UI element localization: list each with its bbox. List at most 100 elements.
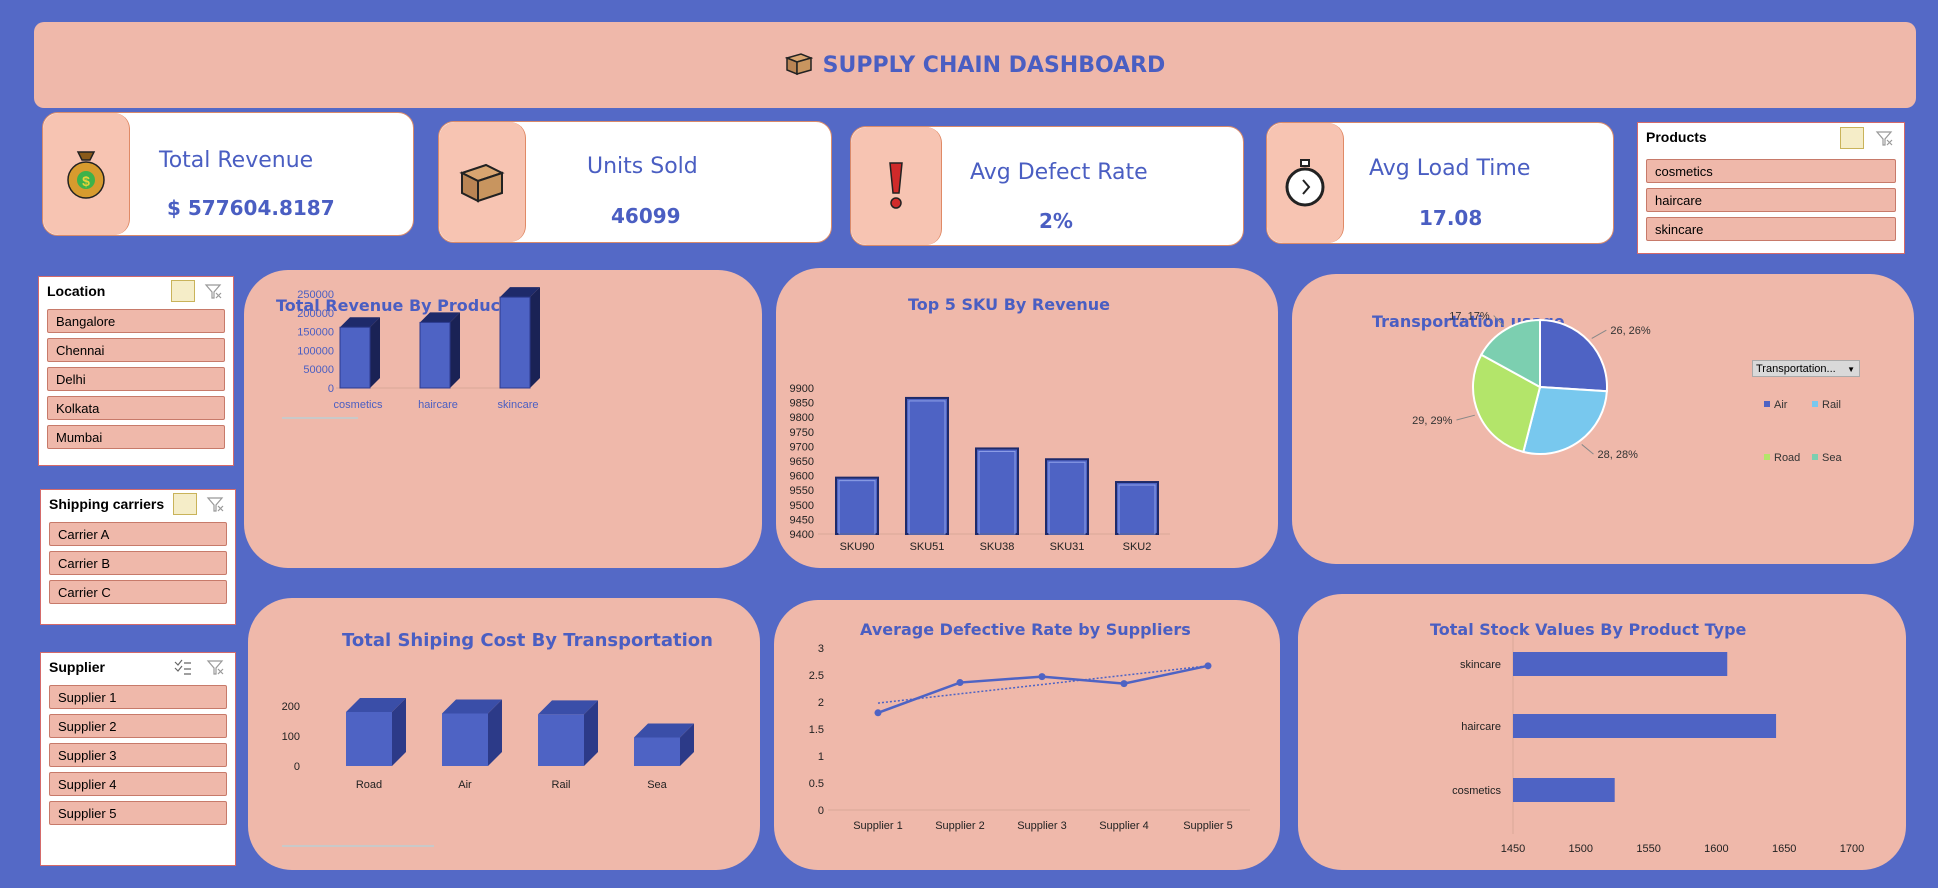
x-tick-label: SKU2 xyxy=(1123,541,1152,553)
x-tick-label: cosmetics xyxy=(334,399,383,411)
y-tick-label: 3 xyxy=(818,643,824,655)
clear-filter-icon[interactable] xyxy=(1874,128,1894,148)
x-tick-label: 1500 xyxy=(1569,843,1593,855)
kpi-value: 17.08 xyxy=(1419,206,1483,230)
x-tick-label: SKU90 xyxy=(840,541,875,553)
slicer-item-supplier-5[interactable]: Supplier 5 xyxy=(49,801,227,825)
legend-swatch xyxy=(1764,401,1770,407)
chart-panel-stock-by-product: Total Stock Values By Product Type 1450 1… xyxy=(1298,594,1906,870)
exclamation-icon xyxy=(851,127,942,245)
slicer-item-delhi[interactable]: Delhi xyxy=(47,367,225,391)
transportation-filter-dropdown[interactable]: Transportation... ▼ xyxy=(1752,360,1860,377)
box-top xyxy=(538,700,598,715)
svg-text:$: $ xyxy=(82,173,90,189)
bar xyxy=(1513,652,1728,676)
multi-select-icon[interactable] xyxy=(173,493,197,515)
box-front xyxy=(634,737,680,766)
shipping-cost-chart: 0 100 200 Road Air Rail Sea xyxy=(282,698,694,847)
y-tick-label: 9500 xyxy=(790,500,814,512)
bar-side xyxy=(450,312,460,388)
x-tick-label: 1650 xyxy=(1772,843,1796,855)
y-tick-label: 250000 xyxy=(297,289,334,301)
bar xyxy=(1513,778,1615,802)
bar-highlight xyxy=(908,400,946,535)
data-point xyxy=(874,709,882,717)
slicer-item-cosmetics[interactable]: cosmetics xyxy=(1646,159,1896,183)
slicer-title: Location xyxy=(47,283,106,299)
clear-filter-icon[interactable] xyxy=(203,281,223,301)
clear-filter-icon[interactable] xyxy=(205,494,225,514)
y-tick-label: 9550 xyxy=(790,485,814,497)
chart-title: Total Shiping Cost By Transportation xyxy=(342,630,713,651)
box-front xyxy=(346,712,392,766)
slicer-item-supplier-3[interactable]: Supplier 3 xyxy=(49,743,227,767)
pie-slice xyxy=(1539,318,1608,393)
slicer-supplier: Supplier Supplier 1 Supplier 2 Supplier … xyxy=(40,652,236,866)
multi-select-icon[interactable] xyxy=(173,657,193,677)
bar-highlight xyxy=(978,450,1016,535)
defect-by-supplier-chart: 0 0.5 1 1.5 2 2.5 3 Supplier 1 Supplier 2 Supplie… xyxy=(809,643,1250,832)
bar-top xyxy=(420,312,460,323)
slicer-title: Shipping carriers xyxy=(49,496,165,512)
x-tick-label: SKU51 xyxy=(910,541,945,553)
chart-panel-shipping-cost: Total Shiping Cost By Transportation 0 10… xyxy=(248,598,760,870)
slicer-item-supplier-2[interactable]: Supplier 2 xyxy=(49,714,227,738)
bar-side xyxy=(530,287,540,388)
bar xyxy=(1115,481,1159,536)
multi-select-icon[interactable] xyxy=(171,280,195,302)
slicer-item-haircare[interactable]: haircare xyxy=(1646,188,1896,212)
slicer-shipping-carriers: Shipping carriers Carrier A Carrier B Ca… xyxy=(40,489,236,625)
bar-side xyxy=(370,317,380,388)
slicer-item-skincare[interactable]: skincare xyxy=(1646,217,1896,241)
slicer-item-carrier-c[interactable]: Carrier C xyxy=(49,580,227,604)
y-tick-label: 9750 xyxy=(790,427,814,439)
x-tick-label: Supplier 3 xyxy=(1017,820,1067,832)
bar-highlight xyxy=(1048,461,1086,535)
y-tick-label: 0 xyxy=(328,383,334,395)
slicer-item-carrier-b[interactable]: Carrier B xyxy=(49,551,227,575)
slicer-item-mumbai[interactable]: Mumbai xyxy=(47,425,225,449)
y-tick-label: 0 xyxy=(818,805,824,817)
y-tick-label: 9800 xyxy=(790,412,814,424)
kpi-label: Total Revenue xyxy=(159,148,314,173)
x-tick-label: SKU38 xyxy=(980,541,1015,553)
chart-title: Total Revenue By Product xyxy=(276,296,508,315)
data-point xyxy=(956,679,964,687)
x-tick-label: 1450 xyxy=(1501,843,1525,855)
box-top xyxy=(442,699,502,714)
leader-line xyxy=(1591,329,1607,339)
x-tick-label: 1700 xyxy=(1840,843,1864,855)
x-tick-label: Supplier 1 xyxy=(853,820,903,832)
slicer-item-supplier-1[interactable]: Supplier 1 xyxy=(49,685,227,709)
slicer-item-kolkata[interactable]: Kolkata xyxy=(47,396,225,420)
dashboard-header: SUPPLY CHAIN DASHBOARD xyxy=(34,22,1916,108)
chart-title: Average Defective Rate by Suppliers xyxy=(860,620,1191,639)
y-tick-label: haircare xyxy=(1461,721,1501,733)
bar-top xyxy=(340,317,380,328)
slicer-item-supplier-4[interactable]: Supplier 4 xyxy=(49,772,227,796)
x-tick-label: Road xyxy=(356,779,382,791)
kpi-total-revenue: $ Total Revenue $ 577604.8187 xyxy=(42,112,414,236)
y-tick-label: 9700 xyxy=(790,441,814,453)
data-point xyxy=(1038,673,1046,681)
x-tick-label: SKU31 xyxy=(1050,541,1085,553)
transportation-usage-chart: 26, 26% 28, 28% 29, 29% 17, 17% Air Rail Road S… xyxy=(1412,311,1842,464)
bar xyxy=(835,476,879,535)
y-tick-label: 9400 xyxy=(790,529,814,541)
box-front xyxy=(442,713,488,766)
data-label: 17, 17% xyxy=(1449,311,1490,323)
slicer-item-carrier-a[interactable]: Carrier A xyxy=(49,522,227,546)
y-tick-label: cosmetics xyxy=(1452,785,1501,797)
x-tick-label: 1550 xyxy=(1636,843,1660,855)
kpi-value: $ 577604.8187 xyxy=(167,196,335,220)
bar-top xyxy=(500,287,540,298)
clear-filter-icon[interactable] xyxy=(205,657,225,677)
y-tick-label: skincare xyxy=(1460,659,1501,671)
multi-select-icon[interactable] xyxy=(1840,127,1864,149)
series-line xyxy=(877,664,1209,714)
y-tick-label: 1 xyxy=(818,751,824,763)
y-tick-label: 0 xyxy=(294,761,300,773)
slicer-item-bangalore[interactable]: Bangalore xyxy=(47,309,225,333)
pie-slice xyxy=(1479,318,1541,389)
slicer-item-chennai[interactable]: Chennai xyxy=(47,338,225,362)
